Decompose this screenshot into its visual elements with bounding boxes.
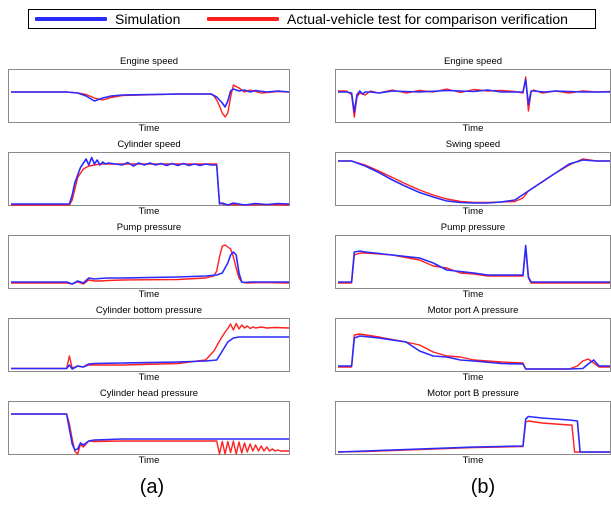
chart-title: Motor port B pressure: [427, 388, 519, 399]
plot-area: [335, 235, 611, 289]
chart-panel-a5: Cylinder head pressure Time: [8, 388, 290, 466]
chart-title: Pump pressure: [440, 222, 506, 233]
chart-panel-b4: Motor port A pressure Time: [335, 305, 611, 383]
plot-svg: [338, 333, 610, 370]
plot-area: [8, 318, 290, 372]
actual-series-line: [338, 333, 610, 370]
chart-title: Cylinder speed: [117, 139, 181, 150]
simulation-series-line: [11, 156, 290, 206]
simulation-series-line: [11, 251, 289, 285]
chart-title: Cylinder head pressure: [99, 388, 199, 399]
chart-panel-a3: Pump pressure Time: [8, 222, 290, 300]
x-axis-label: Time: [462, 289, 484, 300]
simulation-series-line: [338, 78, 610, 113]
legend-item-actual: Actual-vehicle test for comparison verif…: [207, 10, 568, 28]
x-axis-label: Time: [462, 372, 484, 383]
plot-svg: [338, 158, 610, 204]
plot-svg: [11, 322, 290, 370]
x-axis-label: Time: [138, 289, 160, 300]
plot-area: [8, 152, 290, 206]
chart-title: Pump pressure: [116, 222, 182, 233]
chart-panel-b2: Swing speed Time: [335, 139, 611, 217]
actual-series-line: [11, 84, 290, 118]
chart-title: Motor port A pressure: [427, 305, 519, 316]
x-axis-label: Time: [462, 206, 484, 217]
x-axis-label: Time: [138, 372, 160, 383]
simulation-swatch: [35, 17, 107, 21]
plot-area: [335, 318, 611, 372]
plot-svg: [11, 156, 290, 206]
chart-panel-b1: Engine speed Time: [335, 56, 611, 134]
chart-panel-a1: Engine speed Time: [8, 56, 290, 134]
caption-a: (a): [139, 476, 165, 498]
simulation-series-line: [11, 336, 289, 370]
plot-area: [335, 152, 611, 206]
plot-area: [8, 401, 290, 455]
caption-b: (b): [470, 476, 496, 498]
chart-panel-a2: Cylinder speed Time: [8, 139, 290, 217]
plot-svg: [11, 84, 290, 118]
simulation-series-line: [11, 88, 290, 108]
actual-label: Actual-vehicle test for comparison verif…: [287, 11, 568, 27]
actual-series-line: [11, 244, 290, 285]
plot-area: [8, 235, 290, 289]
actual-series-line: [338, 76, 611, 118]
x-axis-label: Time: [138, 455, 160, 466]
chart-title: Engine speed: [443, 56, 503, 67]
chart-panel-a4: Cylinder bottom pressure Time: [8, 305, 290, 383]
plot-area: [8, 69, 290, 123]
simulation-label: Simulation: [115, 11, 181, 27]
plot-svg: [11, 413, 289, 455]
chart-panel-b3: Pump pressure Time: [335, 222, 611, 300]
simulation-series-line: [338, 244, 610, 283]
plot-svg: [338, 244, 610, 284]
x-axis-label: Time: [138, 123, 160, 134]
plot-area: [335, 401, 611, 455]
simulation-series-line: [337, 415, 610, 453]
actual-series-line: [338, 247, 610, 284]
legend: Simulation Actual-vehicle test for compa…: [28, 9, 596, 29]
chart-title: Cylinder bottom pressure: [95, 305, 203, 316]
x-axis-label: Time: [138, 206, 160, 217]
simulation-series-line: [338, 159, 610, 204]
simulation-series-line: [338, 335, 610, 370]
actual-series-line: [11, 413, 289, 455]
x-axis-label: Time: [462, 455, 484, 466]
plot-svg: [338, 76, 611, 118]
actual-series-line: [338, 158, 610, 204]
simulation-series-line: [11, 413, 289, 451]
x-axis-label: Time: [462, 123, 484, 134]
chart-title: Swing speed: [445, 139, 501, 150]
chart-panel-b5: Motor port B pressure Time: [335, 388, 611, 466]
plot-area: [335, 69, 611, 123]
plot-svg: [337, 415, 610, 453]
actual-series-line: [11, 163, 290, 206]
legend-item-simulation: Simulation: [35, 10, 180, 28]
plot-svg: [11, 244, 290, 285]
actual-swatch: [207, 17, 279, 21]
chart-title: Engine speed: [119, 56, 179, 67]
